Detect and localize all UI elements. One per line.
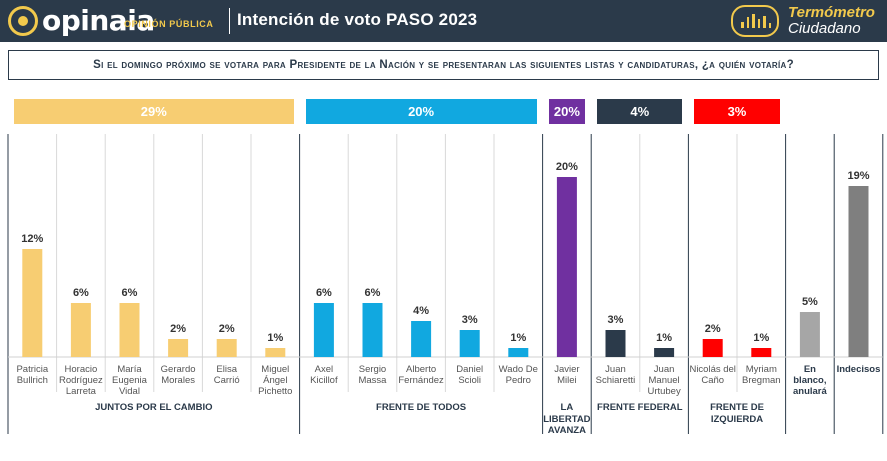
value-label: 3% (462, 314, 478, 326)
candidate-name: Indecisos (836, 364, 881, 375)
coalition-name: FRENTE DE IZQUIERDA (710, 402, 764, 425)
bar (411, 321, 432, 357)
coalition-total-box: 4% (597, 99, 683, 124)
bar (119, 303, 140, 357)
candidate-name: Myriam Bregman (742, 364, 781, 386)
value-label: 20% (556, 161, 578, 173)
candidate-name: Sergio Massa (358, 364, 387, 386)
value-label: 2% (170, 323, 186, 335)
value-label: 1% (753, 332, 769, 344)
candidate-name: Wado De Pedro (498, 364, 538, 386)
value-label: 19% (847, 170, 869, 182)
opinaia-logo-icon (8, 6, 38, 36)
value-label: 1% (267, 332, 283, 344)
page-title: Intención de voto PASO 2023 (237, 10, 478, 29)
candidate-name: Juan Schiaretti (595, 364, 636, 386)
value-label: 1% (510, 332, 526, 344)
bar (702, 339, 723, 357)
value-label: 1% (656, 332, 672, 344)
bar (22, 249, 43, 357)
value-label: 6% (365, 287, 381, 299)
candidate-name: Horacio Rodríguez Larreta (58, 364, 103, 397)
candidate-name: Elisa Carrió (213, 364, 240, 386)
coalition-total-box: 20% (305, 99, 537, 124)
value-label: 3% (608, 314, 624, 326)
value-label: 12% (21, 233, 43, 245)
bar (508, 348, 529, 357)
candidate-name: Gerardo Morales (160, 364, 196, 386)
termometro-icon (731, 5, 779, 37)
value-label: 2% (219, 323, 235, 335)
candidate-name: Nicolás del Caño (689, 364, 736, 386)
candidate-name: En blanco, anulará (792, 364, 827, 397)
value-label: 2% (705, 323, 721, 335)
bar (654, 348, 675, 357)
coalition-name: FRENTE DE TODOS (376, 402, 467, 413)
bar (70, 303, 91, 357)
candidate-name: María Eugenia Vidal (112, 364, 147, 397)
bar (265, 348, 286, 357)
bar (799, 312, 820, 357)
termometro-subtitle: Ciudadano (788, 20, 861, 37)
coalition-total-box: 20% (548, 99, 586, 124)
termometro-title: Termómetro (788, 4, 875, 21)
header-bar: opinaia OPINIÓN PÚBLICA Intención de vot… (0, 0, 887, 42)
coalition-name: FRENTE FEDERAL (597, 402, 683, 413)
bar (605, 330, 626, 357)
candidate-name: Javier Milei (554, 364, 580, 386)
brand-name: opinaia (42, 4, 155, 37)
candidate-name: Juan Manuel Urtubey (647, 364, 681, 397)
candidate-name: Patricia Bullrich (16, 364, 49, 386)
coalition-total-box: 3% (694, 99, 780, 124)
bar (459, 330, 480, 357)
bar (848, 186, 869, 357)
bar (751, 348, 772, 357)
bar (168, 339, 189, 357)
bar (362, 303, 383, 357)
bar (556, 177, 577, 357)
coalition-total-box: 29% (14, 99, 294, 124)
candidate-name: Miguel Ángel Pichetto (258, 364, 293, 397)
candidate-name: Daniel Scioli (456, 364, 484, 386)
header-divider (229, 8, 230, 34)
question-text: Si el domingo próximo se votara para Pre… (8, 50, 879, 80)
candidate-name: Axel Kicillof (310, 364, 338, 386)
value-label: 4% (413, 305, 429, 317)
coalition-name: LA LIBERTAD AVANZA (543, 402, 591, 436)
bar (313, 303, 334, 357)
brand-subtitle: OPINIÓN PÚBLICA (124, 19, 214, 29)
bar (216, 339, 237, 357)
coalition-name: JUNTOS POR EL CAMBIO (95, 402, 213, 413)
value-label: 6% (122, 287, 138, 299)
value-label: 6% (73, 287, 89, 299)
candidate-name: Alberto Fernández (398, 364, 444, 386)
value-label: 6% (316, 287, 332, 299)
value-label: 5% (802, 296, 818, 308)
